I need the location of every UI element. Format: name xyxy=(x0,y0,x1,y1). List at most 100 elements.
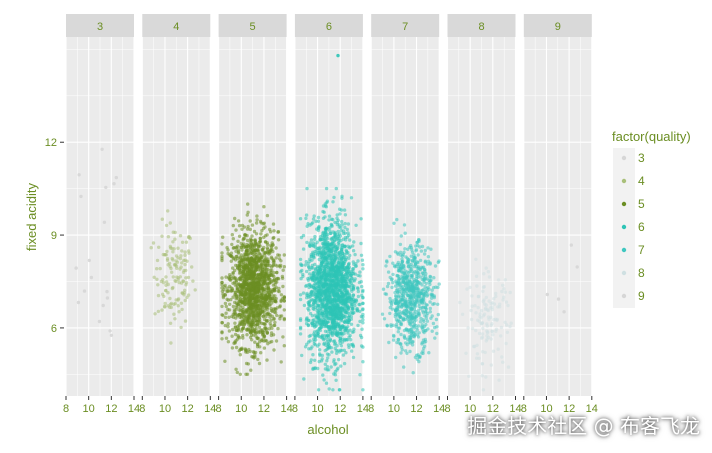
data-point xyxy=(272,348,276,352)
data-point xyxy=(412,324,416,328)
data-point xyxy=(220,320,224,325)
data-point xyxy=(264,318,268,323)
data-point xyxy=(318,238,322,242)
data-point xyxy=(102,220,107,224)
data-point xyxy=(332,358,336,362)
data-point xyxy=(155,267,159,271)
data-point xyxy=(399,351,403,355)
data-point xyxy=(406,314,410,319)
data-point xyxy=(402,223,407,227)
facet-panel-4: 4 8 10 12 14 xyxy=(139,14,216,415)
data-point xyxy=(382,317,387,321)
facet-points xyxy=(545,243,579,314)
data-point xyxy=(281,268,285,272)
data-point xyxy=(416,324,421,328)
data-point xyxy=(179,265,183,269)
data-point xyxy=(400,257,404,261)
data-point xyxy=(393,301,398,306)
data-point xyxy=(421,311,426,315)
data-point xyxy=(282,295,286,299)
data-point xyxy=(485,337,489,341)
data-point xyxy=(244,291,248,295)
data-point xyxy=(164,283,168,287)
data-point xyxy=(481,350,485,354)
data-point xyxy=(235,337,240,341)
data-point xyxy=(330,350,334,354)
data-point xyxy=(186,249,191,253)
data-point xyxy=(334,270,339,275)
data-point xyxy=(339,364,343,368)
data-point xyxy=(508,324,512,329)
data-point xyxy=(273,296,277,301)
data-point xyxy=(321,230,325,234)
data-point xyxy=(352,330,356,334)
data-point xyxy=(169,301,174,306)
data-point xyxy=(340,194,344,198)
data-point xyxy=(403,297,408,301)
data-point xyxy=(260,338,264,343)
data-point xyxy=(429,247,433,251)
data-point xyxy=(328,226,332,230)
data-point xyxy=(322,378,326,382)
data-point xyxy=(405,261,409,265)
data-point xyxy=(156,309,161,314)
facet-strip xyxy=(294,14,363,37)
data-point xyxy=(491,349,496,353)
facet-panel-8: 8 8 10 12 14 xyxy=(444,14,522,415)
data-point xyxy=(169,305,173,310)
data-point xyxy=(270,243,275,247)
data-point xyxy=(226,325,230,329)
data-point xyxy=(361,345,365,349)
data-point xyxy=(395,305,399,309)
data-point xyxy=(176,304,180,308)
data-point xyxy=(413,301,418,305)
data-point xyxy=(320,314,324,318)
data-point xyxy=(484,375,488,379)
data-point xyxy=(505,323,509,327)
data-point xyxy=(334,300,338,304)
data-point xyxy=(241,298,245,302)
data-point xyxy=(268,321,272,326)
x-tick-label: 12 xyxy=(334,403,346,415)
data-point xyxy=(282,316,286,321)
data-point xyxy=(433,325,437,330)
data-point xyxy=(170,270,174,274)
data-point xyxy=(307,334,311,338)
data-point xyxy=(426,255,431,259)
data-point xyxy=(269,255,274,259)
x-tick-label: 10 xyxy=(235,403,247,415)
data-point xyxy=(414,313,418,317)
data-point xyxy=(423,337,427,342)
data-point xyxy=(409,246,414,250)
data-point xyxy=(427,351,431,355)
data-point xyxy=(319,234,323,239)
data-point xyxy=(425,293,430,297)
data-point xyxy=(490,329,494,334)
data-point xyxy=(384,264,388,268)
data-point xyxy=(221,313,225,317)
data-point xyxy=(149,246,153,250)
data-point xyxy=(252,270,256,275)
data-point xyxy=(464,351,468,355)
data-point xyxy=(165,249,169,254)
data-point xyxy=(338,336,343,340)
data-point xyxy=(316,388,321,392)
data-point xyxy=(308,311,313,316)
data-point xyxy=(327,218,331,222)
data-point xyxy=(350,349,354,353)
data-point xyxy=(313,274,317,278)
data-point xyxy=(277,257,282,261)
data-point xyxy=(298,217,303,221)
data-point xyxy=(227,329,232,333)
x-tick-label: 14 xyxy=(509,403,521,415)
data-point xyxy=(500,355,504,359)
data-point xyxy=(331,388,335,392)
data-point xyxy=(396,326,401,330)
data-point xyxy=(328,299,332,303)
data-point xyxy=(269,289,273,294)
data-point xyxy=(282,308,286,312)
data-point xyxy=(250,256,254,260)
data-point xyxy=(428,300,432,304)
data-point xyxy=(221,235,225,239)
data-point xyxy=(237,260,242,264)
